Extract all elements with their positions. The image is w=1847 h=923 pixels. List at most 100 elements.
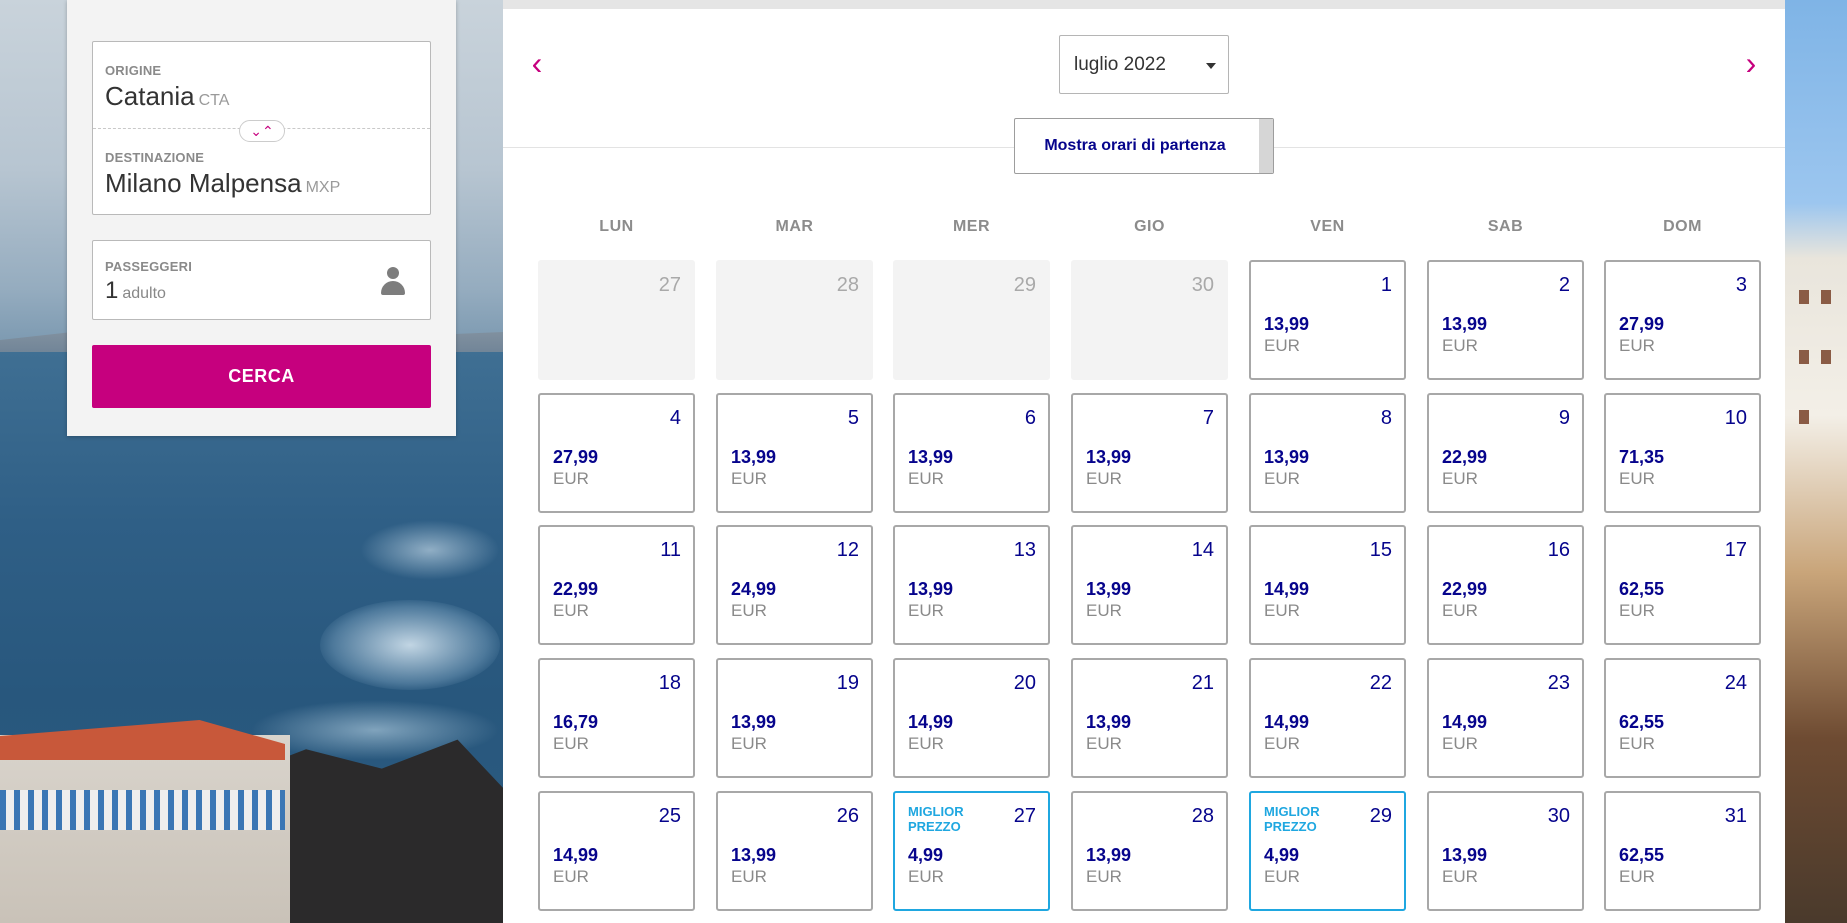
day-cell[interactable]: 22 14,99 EUR: [1249, 658, 1406, 778]
destination-label: DESTINAZIONE: [105, 150, 205, 165]
day-number: 20: [1013, 672, 1036, 694]
day-price: 13,99: [731, 712, 777, 732]
chevron-left-icon[interactable]: ‹: [531, 45, 543, 81]
day-cell[interactable]: 25 14,99 EUR: [538, 791, 695, 911]
weekday-label: MAR: [775, 218, 814, 235]
day-cell[interactable]: 10 71,35 EUR: [1604, 393, 1761, 513]
passengers-count: 1: [105, 277, 119, 304]
day-cell[interactable]: 1 13,99 EUR: [1249, 260, 1406, 380]
day-number: 29: [1013, 274, 1036, 296]
day-cell[interactable]: 31 62,55 EUR: [1604, 791, 1761, 911]
day-price: 13,99: [908, 579, 954, 599]
building-right: [1785, 0, 1847, 923]
day-cell[interactable]: 15 14,99 EUR: [1249, 525, 1406, 645]
day-cell-disabled: 29: [893, 260, 1050, 380]
day-currency: EUR: [1264, 867, 1300, 886]
day-cell[interactable]: 6 13,99 EUR: [893, 393, 1050, 513]
route-box: ORIGINE Catania CTA ⌄⌃ DESTINAZIONE Milan…: [92, 41, 431, 215]
day-number: 28: [1191, 805, 1214, 827]
show-departure-times-label: Mostra orari di partenza: [1044, 137, 1226, 154]
button-scroll-edge: [1259, 119, 1273, 173]
day-currency: EUR: [1619, 601, 1655, 620]
day-price: 13,99: [731, 447, 777, 467]
day-cell[interactable]: 21 13,99 EUR: [1071, 658, 1228, 778]
day-number: 18: [658, 672, 681, 694]
day-number: 26: [836, 805, 859, 827]
day-currency: EUR: [553, 734, 589, 753]
best-price-badge: MIGLIOR PREZZO: [1264, 804, 1320, 834]
day-currency: EUR: [1619, 734, 1655, 753]
day-number: 2: [1558, 274, 1570, 296]
day-number: 16: [1547, 539, 1570, 561]
swap-icon[interactable]: ⌄⌃: [239, 120, 285, 142]
day-currency: EUR: [1086, 867, 1122, 886]
day-number: 4: [669, 407, 681, 429]
day-cell[interactable]: 16 22,99 EUR: [1427, 525, 1584, 645]
day-number: 30: [1547, 805, 1570, 827]
day-number: 25: [658, 805, 681, 827]
day-cell[interactable]: 5 13,99 EUR: [716, 393, 873, 513]
origin-code: CTA: [198, 92, 230, 109]
day-number: 31: [1724, 805, 1747, 827]
day-currency: EUR: [1264, 734, 1300, 753]
day-cell[interactable]: 12 24,99 EUR: [716, 525, 873, 645]
chevron-right-icon[interactable]: ›: [1745, 45, 1757, 81]
day-cell[interactable]: 8 13,99 EUR: [1249, 393, 1406, 513]
day-currency: EUR: [1442, 601, 1478, 620]
show-departure-times-button[interactable]: Mostra orari di partenza: [1014, 118, 1274, 174]
day-price: 71,35: [1619, 447, 1665, 467]
day-cell[interactable]: 19 13,99 EUR: [716, 658, 873, 778]
day-price: 13,99: [1086, 845, 1132, 865]
day-cell[interactable]: 14 13,99 EUR: [1071, 525, 1228, 645]
day-cell[interactable]: 4 27,99 EUR: [538, 393, 695, 513]
day-cell[interactable]: 3 27,99 EUR: [1604, 260, 1761, 380]
day-price: 4,99: [908, 845, 944, 865]
person-icon: [380, 267, 406, 295]
day-currency: EUR: [1442, 469, 1478, 488]
passengers-unit: adulto: [122, 285, 166, 302]
top-strip: [503, 0, 1785, 9]
origin-field[interactable]: Catania CTA: [105, 81, 229, 112]
day-cell[interactable]: 13 13,99 EUR: [893, 525, 1050, 645]
day-currency: EUR: [908, 734, 944, 753]
day-number: 15: [1369, 539, 1392, 561]
weekday-label: SAB: [1487, 218, 1524, 235]
day-cell[interactable]: 9 22,99 EUR: [1427, 393, 1584, 513]
day-cell[interactable]: 30 13,99 EUR: [1427, 791, 1584, 911]
day-number: 11: [660, 539, 681, 561]
day-currency: EUR: [553, 469, 589, 488]
day-cell[interactable]: 17 62,55 EUR: [1604, 525, 1761, 645]
day-price: 62,55: [1619, 712, 1665, 732]
destination-field[interactable]: Milano Malpensa MXP: [105, 168, 340, 199]
day-cell[interactable]: 20 14,99 EUR: [893, 658, 1050, 778]
origin-label: ORIGINE: [105, 63, 162, 78]
day-price: 62,55: [1619, 579, 1665, 599]
day-cell[interactable]: 24 62,55 EUR: [1604, 658, 1761, 778]
day-cell[interactable]: 18 16,79 EUR: [538, 658, 695, 778]
day-cell[interactable]: 26 13,99 EUR: [716, 791, 873, 911]
month-select[interactable]: luglio 2022: [1059, 35, 1229, 94]
search-button[interactable]: CERCA: [92, 345, 431, 408]
sea-foam: [320, 600, 500, 690]
origin-city: Catania: [105, 81, 195, 111]
destination-code: MXP: [305, 179, 341, 196]
day-number: 21: [1191, 672, 1214, 694]
day-cell[interactable]: 11 22,99 EUR: [538, 525, 695, 645]
caret-down-icon: [1206, 63, 1216, 69]
day-currency: EUR: [1264, 601, 1300, 620]
passengers-field[interactable]: PASSEGGERI 1 adulto: [92, 240, 431, 320]
day-cell[interactable]: 28 13,99 EUR: [1071, 791, 1228, 911]
weekday-label: DOM: [1663, 218, 1702, 235]
day-number: 8: [1380, 407, 1392, 429]
window: [1821, 350, 1831, 364]
day-cell[interactable]: 27 MIGLIOR PREZZO 4,99 EUR: [893, 791, 1050, 911]
day-price: 27,99: [553, 447, 599, 467]
day-number: 6: [1024, 407, 1036, 429]
day-cell[interactable]: 2 13,99 EUR: [1427, 260, 1584, 380]
calendar-panel: ‹ luglio 2022 › Mostra orari di partenza…: [503, 0, 1785, 923]
day-cell[interactable]: 7 13,99 EUR: [1071, 393, 1228, 513]
day-cell[interactable]: 29 MIGLIOR PREZZO 4,99 EUR: [1249, 791, 1406, 911]
day-cell[interactable]: 23 14,99 EUR: [1427, 658, 1584, 778]
month-select-value: luglio 2022: [1074, 54, 1166, 75]
window: [1799, 290, 1809, 304]
